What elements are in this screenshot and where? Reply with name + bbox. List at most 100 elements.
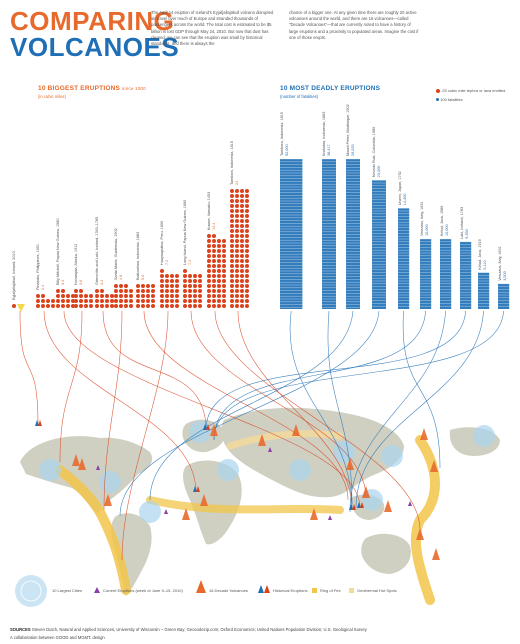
- ring-americas: [55, 465, 131, 595]
- biggest-bar-dot: [230, 254, 234, 258]
- biggest-bar-dot: [175, 289, 179, 293]
- biggest-bar-dot: [183, 279, 187, 283]
- biggest-bar-dot: [119, 294, 123, 298]
- deadliest-bar: [420, 239, 432, 309]
- biggest-bar-dot: [110, 304, 114, 308]
- biggest-bar-dot: [245, 194, 249, 198]
- biggest-bar-dot: [79, 299, 83, 303]
- biggest-bar-label: Baitoushan, Indonesia, 1883: [136, 232, 140, 280]
- biggest-bar-dot: [230, 234, 234, 238]
- biggest-bar-dot: [124, 284, 128, 288]
- biggest-bar-dot: [240, 219, 244, 223]
- biggest-bar-dot: [198, 274, 202, 278]
- biggest-bar-dot: [170, 294, 174, 298]
- legend-cities: 10 Largest Cities: [52, 588, 83, 593]
- biggest-bar-dot: [240, 229, 244, 233]
- biggest-bar-dot: [110, 294, 114, 298]
- biggest-bar-dot: [245, 224, 249, 228]
- biggest-bar-dot: [66, 294, 70, 298]
- biggest-bar-dot: [212, 254, 216, 258]
- biggest-bar-dot: [36, 299, 40, 303]
- biggest-bar-label: Tambora, Indonesia, 1815: [230, 141, 234, 185]
- biggest-bar-value: 5.0: [141, 275, 145, 280]
- biggest-bar-dot: [235, 199, 239, 203]
- biggest-bar-dot: [95, 304, 99, 308]
- biggest-bar-dot: [141, 289, 145, 293]
- blue-dot-icon: [436, 98, 439, 102]
- biggest-bar-label: Pinatubo, Philippines, 1991: [36, 244, 40, 290]
- biggest-bar-dot: [240, 199, 244, 203]
- biggest-bar-dot: [240, 249, 244, 253]
- biggest-bar-dot: [222, 279, 226, 283]
- biggest-bar-dot: [89, 299, 93, 303]
- biggest-bar-dot: [222, 269, 226, 273]
- biggest-bar-dot: [240, 304, 244, 308]
- biggest-bar-dot: [165, 279, 169, 283]
- biggest-bar-dot: [105, 294, 109, 298]
- biggest-bar-dot: [207, 264, 211, 268]
- deadliest-bar-label: Laki, Iceland, 1783: [460, 207, 464, 239]
- biggest-bar-dot: [240, 214, 244, 218]
- biggest-bar-label: Santa Maria, Guatemala, 1902: [114, 228, 118, 280]
- decade-volcano-icon: [182, 508, 190, 520]
- biggest-bar-dot: [175, 279, 179, 283]
- biggest-bar-dot: [160, 284, 164, 288]
- biggest-bar-dot: [198, 289, 202, 293]
- biggest-title-suffix: since 1000: [122, 86, 146, 91]
- biggest-bar-dot: [129, 289, 133, 293]
- biggest-bar-dot: [100, 299, 104, 303]
- biggest-bar-dot: [240, 189, 244, 193]
- biggest-bar-dot: [136, 284, 140, 288]
- biggest-bar-dot: [212, 269, 216, 273]
- biggest-bar-dot: [240, 269, 244, 273]
- biggest-connector-line: [43, 310, 197, 493]
- biggest-bar-dot: [170, 299, 174, 303]
- current-eruption-icon: [164, 509, 168, 514]
- biggest-bar-dot: [114, 284, 118, 288]
- biggest-bar-dot: [124, 299, 128, 303]
- biggest-bar-dot: [175, 304, 179, 308]
- biggest-bar-dot: [217, 274, 221, 278]
- biggest-bar-dot: [51, 304, 55, 308]
- biggest-bar-dot: [119, 289, 123, 293]
- largest-cities-circles: [39, 421, 495, 523]
- biggest-bar-dot: [41, 304, 45, 308]
- biggest-bar-dot: [146, 299, 150, 303]
- biggest-bar-dot: [114, 304, 118, 308]
- deadliest-bar: [346, 159, 360, 309]
- biggest-bar-dot: [165, 284, 169, 288]
- biggest-bar-dot: [222, 289, 226, 293]
- deadliest-bar-value: 9,350: [465, 229, 469, 239]
- biggest-bar-dot: [235, 219, 239, 223]
- biggest-bar-dot: [61, 304, 65, 308]
- biggest-bar-value: 14.4: [212, 223, 216, 230]
- biggest-bar-dot: [222, 274, 226, 278]
- biggest-bar-dot: [222, 299, 226, 303]
- deadliest-bar-label: Krakatau, Indonesia, 1883: [322, 112, 326, 156]
- biggest-bar-dot: [56, 299, 60, 303]
- biggest-bar-dot: [245, 279, 249, 283]
- biggest-bar-dot: [235, 294, 239, 298]
- decade-volcano-icon: [200, 494, 208, 506]
- biggest-bar-dot: [56, 289, 60, 293]
- biggest-bar-dot: [240, 194, 244, 198]
- biggest-bar-dot: [165, 289, 169, 293]
- biggest-bar-dot: [84, 304, 88, 308]
- ring-of-fire-bands: [55, 430, 440, 605]
- historical-eruption-icon: [38, 420, 42, 426]
- biggest-connector-line: [237, 310, 353, 511]
- deadliest-bar-value: 10,000: [445, 224, 449, 236]
- current-eruption-icon: [408, 501, 412, 506]
- biggest-bar-dot: [212, 274, 216, 278]
- biggest-bar-dot: [230, 259, 234, 263]
- biggest-bar-label: Novarupta, Alaska, 1912: [74, 244, 78, 285]
- biggest-bar-dot: [245, 209, 249, 213]
- biggest-bar-dot: [245, 284, 249, 288]
- biggest-bar-dot: [207, 274, 211, 278]
- deadliest-bar-value: 3,500: [503, 271, 507, 281]
- biggest-bar-dot: [212, 284, 216, 288]
- current-eruption-icon: [328, 515, 332, 520]
- biggest-bar-dot: [240, 224, 244, 228]
- current-eruption-icon: [94, 587, 100, 593]
- biggest-bar-dot: [183, 274, 187, 278]
